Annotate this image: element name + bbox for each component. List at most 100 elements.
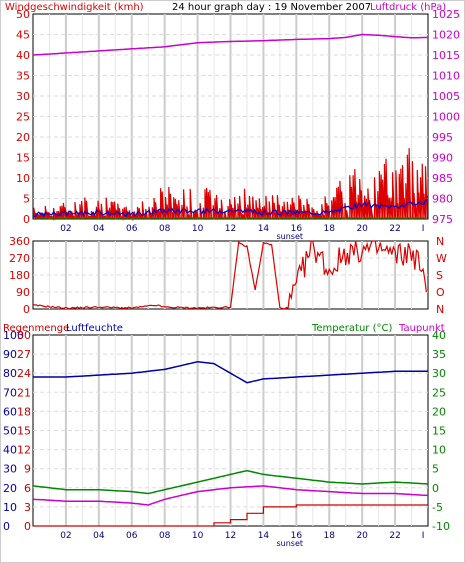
- humidity-tick-label: 100: [3, 329, 24, 342]
- temperature-tick-label: 35: [432, 348, 446, 361]
- wind-tick-label: 30: [16, 90, 30, 103]
- rain-tick-label: 3: [24, 501, 31, 514]
- wind-x-tick-label: 20: [356, 224, 368, 234]
- pressure-tick-label: 1005: [432, 90, 460, 103]
- temperature-tick-label: 5: [432, 463, 439, 476]
- pressure-tick-label: 975: [432, 213, 453, 226]
- temperature-tick-label: -10: [432, 520, 450, 533]
- rain-line: [33, 504, 428, 527]
- direction-degrees-tick-label: 90: [16, 286, 30, 299]
- rain-tick-label: 30: [17, 329, 31, 342]
- pressure-tick-label: 1025: [432, 8, 460, 21]
- humidity-tick-label: 60: [3, 405, 17, 418]
- rain-tick-label: 24: [17, 367, 31, 380]
- rain-tick-label: 18: [17, 405, 31, 418]
- pressure-tick-label: 1010: [432, 70, 460, 83]
- humidity-tick-label: 90: [3, 348, 17, 361]
- graph-title: 24 hour graph day : 19 November 2007: [172, 2, 371, 13]
- humidity-line: [33, 360, 428, 384]
- rain-tick-label: 27: [17, 348, 31, 361]
- direction-degrees-tick-label: 360: [9, 235, 30, 248]
- pressure-tick-label: 985: [432, 172, 453, 185]
- pressure-tick-label: 1000: [432, 111, 460, 124]
- temperature-tick-label: 30: [432, 367, 446, 380]
- humidity-tick-label: 50: [3, 425, 17, 438]
- temp-x-tick-label: 02: [60, 531, 71, 541]
- wind-x-tick-label: 06: [126, 224, 138, 234]
- temperature-tick-label: 10: [432, 444, 446, 457]
- direction-degrees-tick-label: 180: [9, 269, 30, 282]
- direction-compass-label: N: [436, 235, 444, 248]
- temp-x-tick-label: 06: [126, 531, 138, 541]
- rain-tick-label: 21: [17, 386, 31, 399]
- wind-x-tick-label: 18: [324, 224, 336, 234]
- temperature-axis-title: Temperatur (°C): [311, 323, 392, 334]
- wind-average-line: [33, 199, 428, 219]
- temperature-tick-label: 25: [432, 386, 446, 399]
- temperature-line: [32, 469, 429, 495]
- temp-x-tick-label: 04: [93, 531, 105, 541]
- wind-speed-bars: [33, 148, 428, 222]
- temp-x-tick-end: I: [422, 531, 425, 541]
- direction-compass-label: W: [436, 252, 447, 265]
- temp-x-tick-label: 10: [192, 531, 204, 541]
- wind-x-tick-label: 04: [93, 224, 105, 234]
- wind-tick-label: 40: [16, 49, 30, 62]
- pressure-tick-label: 1020: [432, 29, 460, 42]
- direction-degrees-tick-label: 270: [9, 252, 30, 265]
- direction-compass-label: N: [436, 303, 444, 316]
- temperature-tick-label: 20: [432, 405, 446, 418]
- wind-tick-label: 50: [16, 8, 30, 21]
- wind-x-tick-label: 16: [291, 224, 303, 234]
- wind-x-tick-label: 10: [192, 224, 204, 234]
- direction-degrees-tick-label: 0: [23, 303, 30, 316]
- pressure-tick-label: 990: [432, 152, 453, 165]
- temp-x-tick-label: 08: [159, 531, 171, 541]
- temp-sunset-label: sunset: [276, 539, 303, 548]
- rain-tick-label: 0: [24, 520, 31, 533]
- temp-x-tick-label: 20: [356, 531, 368, 541]
- humidity-tick-label: 70: [3, 386, 17, 399]
- temperature-tick-label: 15: [432, 425, 446, 438]
- humidity-tick-label: 0: [3, 520, 10, 533]
- humidity-tick-label: 10: [3, 501, 17, 514]
- pressure-tick-label: 995: [432, 131, 453, 144]
- temperature-tick-label: 40: [432, 329, 446, 342]
- wind-tick-label: 0: [23, 213, 30, 226]
- wind-tick-label: 5: [23, 193, 30, 206]
- wind-tick-label: 25: [16, 111, 30, 124]
- rain-tick-label: 12: [17, 444, 31, 457]
- wind-x-tick-label: 02: [60, 224, 71, 234]
- humidity-tick-label: 30: [3, 463, 17, 476]
- rain-tick-label: 6: [24, 482, 31, 495]
- wind-x-tick-label: 08: [159, 224, 171, 234]
- wind-x-tick-label: 22: [389, 224, 400, 234]
- humidity-tick-label: 20: [3, 482, 17, 495]
- wind-x-tick-label: 12: [225, 224, 236, 234]
- dewpoint-line: [32, 485, 429, 506]
- temp-x-tick-label: 22: [389, 531, 400, 541]
- pressure-tick-label: 1015: [432, 49, 460, 62]
- wind-tick-label: 10: [16, 172, 30, 185]
- wind-sunset-label: sunset: [276, 232, 303, 241]
- wind-x-tick-label: 14: [258, 224, 270, 234]
- direction-compass-label: O: [436, 286, 445, 299]
- temp-x-tick-label: 16: [291, 531, 303, 541]
- dewpoint-axis-title: Taupunkt: [398, 323, 445, 334]
- humidity-tick-label: 80: [3, 367, 17, 380]
- rain-axis-title: Regenmenge: [3, 323, 69, 334]
- temperature-tick-label: -5: [432, 501, 443, 514]
- wind-direction-line: [32, 240, 427, 310]
- wind-axis-title: Windgeschwindigkeit (kmh): [5, 2, 144, 13]
- humidity-tick-label: 40: [3, 444, 17, 457]
- direction-compass-label: S: [436, 269, 443, 282]
- wind-x-tick-end: I: [422, 224, 425, 234]
- temp-x-tick-label: 14: [258, 531, 270, 541]
- wind-tick-label: 35: [16, 70, 30, 83]
- temperature-tick-label: 0: [432, 482, 439, 495]
- rain-tick-label: 15: [17, 425, 31, 438]
- temp-x-tick-label: 18: [324, 531, 336, 541]
- humidity-axis-title: Luftfeuchte: [66, 323, 123, 334]
- pressure-line: [32, 33, 429, 56]
